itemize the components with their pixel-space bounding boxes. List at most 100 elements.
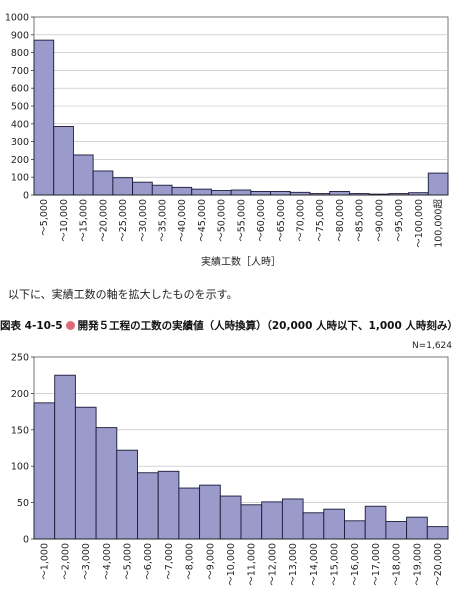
bar bbox=[329, 190, 350, 196]
x-tick-label: ～20,000 bbox=[433, 543, 444, 586]
x-tick-label: ～100,000 bbox=[414, 199, 425, 248]
x-tick-label: ～18,000 bbox=[392, 543, 403, 586]
y-tick-label: 0 bbox=[23, 191, 29, 202]
y-tick-label: 0 bbox=[23, 535, 29, 546]
y-tick-label: 500 bbox=[11, 102, 29, 113]
bar bbox=[157, 470, 180, 540]
bar bbox=[302, 512, 325, 540]
note-text: 以下に、実績工数の軸を拡大したものを示す。 bbox=[8, 288, 238, 301]
y-tick-label: 200 bbox=[11, 155, 29, 166]
bar bbox=[427, 172, 449, 196]
bar bbox=[112, 177, 134, 196]
bar bbox=[171, 186, 193, 196]
x-tick-label: ～15,000 bbox=[329, 543, 340, 586]
y-tick-label: 200 bbox=[11, 389, 29, 400]
bar bbox=[230, 189, 252, 196]
x-tick-label: ～5,000 bbox=[39, 199, 50, 236]
x-tick-label: ～25,000 bbox=[118, 199, 129, 242]
sample-size-label: N=1,624 bbox=[411, 341, 452, 351]
x-tick-label: ～60,000 bbox=[256, 199, 267, 242]
bar bbox=[33, 39, 55, 196]
y-tick-label: 1000 bbox=[5, 13, 29, 24]
bar bbox=[33, 402, 56, 540]
x-tick-label: ～65,000 bbox=[276, 199, 287, 242]
figure-number: 図表 4-10-5 bbox=[0, 320, 63, 332]
y-tick-label: 400 bbox=[11, 119, 29, 130]
x-tick-label: ～20,000 bbox=[98, 199, 109, 242]
x-tick-label: ～75,000 bbox=[315, 199, 326, 242]
bullet-dot-icon bbox=[65, 321, 75, 330]
bar bbox=[132, 181, 153, 196]
x-axis-title: 実績工数［人時］ bbox=[201, 255, 281, 268]
y-tick-label: 50 bbox=[17, 498, 29, 509]
x-tick-label: ～7,000 bbox=[164, 543, 175, 580]
x-tick-label: ～14,000 bbox=[309, 543, 320, 586]
x-tick-label: ～4,000 bbox=[102, 543, 113, 580]
bar bbox=[261, 501, 283, 540]
y-tick-label: 900 bbox=[11, 30, 29, 41]
x-tick-label: ～15,000 bbox=[79, 199, 90, 242]
bar bbox=[199, 484, 221, 540]
y-tick-label: 150 bbox=[11, 425, 29, 436]
y-tick-label: 600 bbox=[11, 84, 29, 95]
bar bbox=[406, 516, 428, 540]
figure-caption: 図表 4-10-5 開発５工程の工数の実績値（人時換算）（20,000 人時以下、… bbox=[0, 318, 458, 333]
bar bbox=[72, 154, 94, 196]
x-tick-label: ～6,000 bbox=[143, 543, 154, 580]
bar bbox=[240, 504, 263, 540]
bar bbox=[191, 188, 212, 196]
x-tick-label: ～16,000 bbox=[350, 543, 361, 586]
bar bbox=[281, 498, 304, 540]
x-tick-label: ～10,000 bbox=[226, 543, 237, 586]
x-tick-label: ～90,000 bbox=[374, 199, 385, 242]
x-tick-label: 100,000超 bbox=[432, 199, 444, 248]
x-tick-label: ～12,000 bbox=[267, 543, 278, 586]
x-tick-label: ～19,000 bbox=[412, 543, 423, 586]
bar bbox=[95, 427, 118, 540]
x-tick-label: ～85,000 bbox=[355, 199, 366, 242]
x-tick-label: ～80,000 bbox=[335, 199, 346, 242]
bar bbox=[250, 190, 272, 196]
bar bbox=[323, 508, 345, 540]
chart-zoomed-range: 0 50 100 150 200 250 ～1,000 ～2,000 ～3,000 ～4,000 ～… bbox=[11, 353, 449, 586]
x-tick-label: ～5,000 bbox=[122, 543, 133, 580]
bar bbox=[151, 184, 173, 196]
y-tick-label: 100 bbox=[11, 462, 29, 473]
x-tick-label: ～95,000 bbox=[394, 199, 405, 242]
bar bbox=[53, 126, 74, 196]
x-tick-label: ～50,000 bbox=[217, 199, 228, 242]
figure-title: 開発５工程の工数の実績値（人時換算）（20,000 人時以下、1,000 人時刻… bbox=[77, 320, 458, 332]
y-tick-label: 100 bbox=[11, 173, 29, 184]
x-tick-label: ～9,000 bbox=[205, 543, 216, 580]
x-tick-label: ～70,000 bbox=[295, 199, 306, 242]
x-tick-label: ～3,000 bbox=[81, 543, 92, 580]
bar bbox=[426, 526, 449, 540]
x-tick-label: ～35,000 bbox=[157, 199, 168, 242]
bar bbox=[54, 374, 76, 540]
bar bbox=[178, 487, 201, 540]
bar bbox=[137, 472, 159, 540]
x-tick-label: ～1,000 bbox=[40, 543, 51, 580]
chart-all-range: 0 100 200 300 400 500 600 700 800 900 1000 ～5,000 ～1… bbox=[5, 13, 449, 268]
y-tick-label: 250 bbox=[11, 353, 29, 364]
x-tick-label: ～17,000 bbox=[371, 543, 382, 586]
x-tick-label: ～45,000 bbox=[197, 199, 208, 242]
bar bbox=[364, 505, 387, 540]
x-tick-label: ～2,000 bbox=[60, 543, 71, 580]
y-tick-label: 800 bbox=[11, 48, 29, 59]
y-tick-label: 700 bbox=[11, 66, 29, 77]
y-tick-label: 300 bbox=[11, 137, 29, 148]
x-tick-label: ～40,000 bbox=[177, 199, 188, 242]
bar bbox=[116, 449, 138, 540]
x-tick-label: ～13,000 bbox=[288, 543, 299, 586]
x-tick-label: ～8,000 bbox=[185, 543, 196, 580]
bar bbox=[74, 406, 97, 540]
bar bbox=[92, 170, 114, 196]
bar bbox=[385, 521, 408, 540]
bar bbox=[344, 520, 366, 540]
x-tick-label: ～10,000 bbox=[59, 199, 70, 242]
bar bbox=[219, 495, 242, 540]
x-tick-label: ～55,000 bbox=[236, 199, 247, 242]
x-tick-label: ～30,000 bbox=[138, 199, 149, 242]
bar bbox=[210, 190, 232, 196]
